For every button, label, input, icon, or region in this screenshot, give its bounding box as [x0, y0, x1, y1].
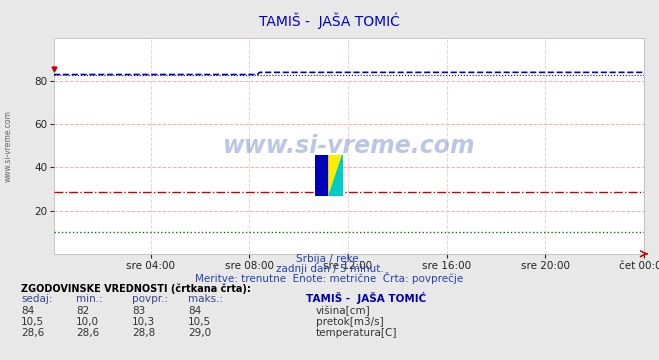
Text: TAMIŠ -  JAŠA TOMIĆ: TAMIŠ - JAŠA TOMIĆ [306, 292, 426, 305]
Text: 28,6: 28,6 [76, 328, 99, 338]
Polygon shape [329, 155, 343, 196]
Polygon shape [329, 155, 343, 196]
Text: www.si-vreme.com: www.si-vreme.com [3, 110, 13, 182]
Text: Meritve: trenutne  Enote: metrične  Črta: povprečje: Meritve: trenutne Enote: metrične Črta: … [195, 271, 464, 284]
Text: min.:: min.: [76, 294, 103, 305]
Bar [315, 155, 329, 196]
Text: 84: 84 [188, 306, 201, 316]
Text: 10,5: 10,5 [188, 317, 211, 327]
Text: Srbija / reke.: Srbija / reke. [297, 254, 362, 264]
Text: 10,3: 10,3 [132, 317, 155, 327]
Text: maks.:: maks.: [188, 294, 223, 305]
Text: 10,0: 10,0 [76, 317, 99, 327]
Text: 29,0: 29,0 [188, 328, 211, 338]
Text: 83: 83 [132, 306, 145, 316]
Text: www.si-vreme.com: www.si-vreme.com [223, 134, 475, 158]
Text: ZGODOVINSKE VREDNOSTI (črtkana črta):: ZGODOVINSKE VREDNOSTI (črtkana črta): [21, 284, 251, 294]
Text: 82: 82 [76, 306, 89, 316]
Text: 10,5: 10,5 [21, 317, 44, 327]
Text: zadnji dan / 5 minut.: zadnji dan / 5 minut. [275, 264, 384, 274]
Text: 28,6: 28,6 [21, 328, 44, 338]
Text: 84: 84 [21, 306, 34, 316]
Text: višina[cm]: višina[cm] [316, 306, 370, 316]
Text: povpr.:: povpr.: [132, 294, 168, 305]
Text: 28,8: 28,8 [132, 328, 155, 338]
Text: sedaj:: sedaj: [21, 294, 53, 305]
Text: pretok[m3/s]: pretok[m3/s] [316, 317, 384, 327]
Text: temperatura[C]: temperatura[C] [316, 328, 397, 338]
Text: TAMIŠ -  JAŠA TOMIĆ: TAMIŠ - JAŠA TOMIĆ [259, 13, 400, 29]
